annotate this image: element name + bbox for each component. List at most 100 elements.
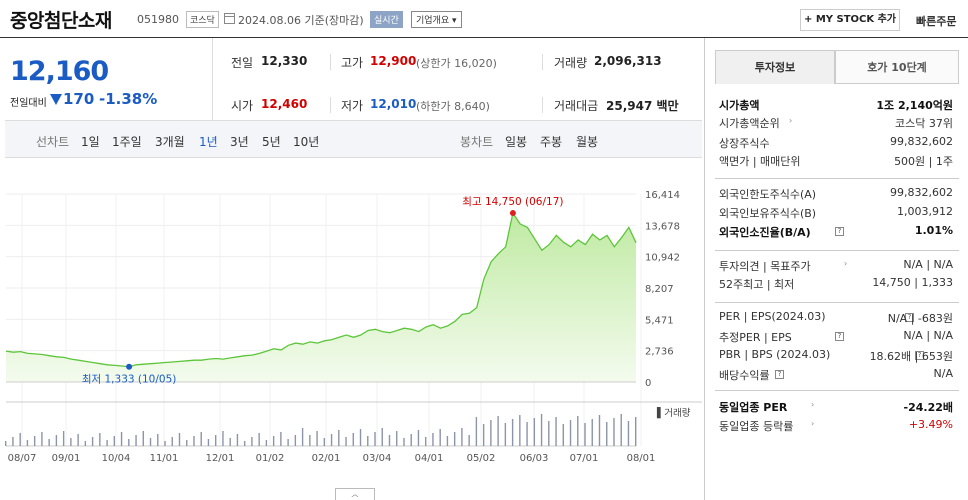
info-label: 배당수익률 [719, 369, 770, 382]
help-icon[interactable]: ? [835, 227, 844, 236]
period-1y[interactable]: 1년 [199, 135, 218, 149]
info-row[interactable]: 동일업종 PER › -24.22배 [719, 398, 953, 416]
period-3m[interactable]: 3개월 [155, 135, 185, 149]
line-chart-label: 선차트 [36, 135, 70, 149]
candle-weekly[interactable]: 주봉 [540, 135, 563, 149]
add-my-stock-button[interactable]: + MY STOCK 추가 [800, 9, 900, 31]
volume-bar [504, 423, 507, 446]
volume-bar [258, 433, 260, 446]
divider [330, 54, 331, 70]
volume-bar [200, 432, 202, 446]
company-info-dropdown[interactable]: 기업개요 ▾ [411, 11, 462, 28]
volume-bar [497, 416, 499, 446]
volume-bar [120, 432, 123, 446]
info-row[interactable]: 동일업종 등락률 › +3.49% [719, 417, 953, 435]
volume-bar [77, 434, 79, 446]
y-tick-label: 8,207 [645, 284, 674, 295]
info-row[interactable]: 배당수익률? N/A [719, 366, 953, 384]
volume-bar [70, 438, 72, 446]
help-icon[interactable]: ? [775, 370, 784, 379]
info-row[interactable]: PER | EPS(2024.03)? N/A | -683원 [719, 309, 953, 327]
current-price: 12,160 [10, 56, 109, 87]
info-label: 외국인소진율(B/A) [719, 226, 811, 239]
date-basis: 기준(장마감) [304, 14, 364, 27]
period-3y[interactable]: 3년 [230, 135, 249, 149]
info-value: 14,750 | 1,333 [872, 276, 953, 289]
volume-bar [229, 438, 231, 446]
chevron-right-icon[interactable]: › [811, 419, 815, 428]
price-area [6, 213, 636, 382]
volume-bar [280, 432, 282, 446]
info-value: 코스닥 37위 [895, 117, 953, 130]
volume-bar [272, 436, 275, 446]
volume-bar [309, 435, 311, 446]
info-row[interactable]: 시가총액순위 › 코스닥 37위 [719, 114, 953, 132]
tab-investment-info[interactable]: 투자정보 [715, 50, 835, 84]
volume-bar [555, 417, 557, 446]
low-label: 저가 [341, 99, 364, 113]
help-icon[interactable]: ? [835, 332, 844, 341]
info-value: +3.49% [908, 418, 953, 431]
low-value: 12,010 [370, 97, 417, 111]
volume-bar [193, 436, 195, 446]
volume-bar [374, 432, 376, 446]
min-label: 최저 1,333 (10/05) [82, 374, 177, 386]
info-label: 외국인한도주식수(A) [719, 188, 817, 201]
divider [715, 302, 959, 303]
tab-orderbook[interactable]: 호가 10단계 [835, 50, 959, 84]
collapse-chevron-icon[interactable]: ︿ [335, 488, 375, 500]
volume-bar [157, 434, 159, 446]
volume-bar [519, 415, 521, 446]
help-icon[interactable]: ? [905, 313, 914, 322]
x-tick-label: 03/04 [363, 453, 392, 464]
y-tick-label: 2,736 [645, 347, 674, 358]
volume-bar [186, 440, 188, 446]
vs-prev-label: 전일대비 [10, 98, 47, 109]
x-tick-label: 07/01 [570, 453, 599, 464]
volume-bar [511, 419, 514, 446]
period-1d[interactable]: 1일 [81, 135, 100, 149]
volume-bar [128, 439, 130, 446]
help-icon[interactable]: ? [915, 351, 924, 360]
candle-monthly[interactable]: 월봉 [576, 135, 599, 149]
volume-bar [453, 432, 456, 446]
info-row[interactable]: 외국인소진율(B/A)? 1.01% [719, 223, 953, 241]
chevron-right-icon[interactable]: › [811, 400, 815, 409]
open-label: 시가 [231, 99, 254, 113]
period-10y[interactable]: 10년 [293, 135, 320, 149]
divider [715, 178, 959, 179]
info-row[interactable]: 추정PER | EPS? N/A | N/A [719, 328, 953, 346]
candle-chart-label: 봉차트 [460, 135, 494, 149]
high-value: 12,900 [370, 54, 417, 68]
x-tick-label: 01/02 [256, 453, 285, 464]
info-value: 1,003,912 [897, 205, 953, 218]
info-label: PER | EPS(2024.03) [719, 310, 826, 323]
volume-bar [164, 441, 166, 446]
volume-bar [55, 435, 58, 446]
chevron-right-icon[interactable]: › [789, 116, 793, 125]
volume-legend: ▌거래량 [656, 407, 691, 419]
volume-bar [598, 415, 601, 446]
volume-bar [149, 438, 152, 446]
volume-bar [562, 424, 564, 446]
chevron-right-icon[interactable]: › [844, 259, 848, 268]
realtime-button[interactable]: 실시간 [370, 11, 403, 28]
period-5y[interactable]: 5년 [262, 135, 281, 149]
y-tick-label: 13,678 [645, 221, 680, 232]
info-row[interactable]: PBR | BPS (2024.03)? 18.62배 | 653원 [719, 347, 953, 365]
volume-bar [171, 437, 173, 446]
quick-order-button[interactable]: 빠른주문 [916, 15, 957, 28]
info-label: 추정PER | EPS [719, 331, 792, 344]
info-value: 99,832,602 [890, 186, 953, 199]
volume-bar [627, 421, 630, 446]
price-change-pct: -1.38% [99, 90, 158, 108]
period-1w[interactable]: 1주일 [112, 135, 142, 149]
volume-bar [345, 437, 347, 446]
info-value: -24.22배 [903, 401, 953, 414]
info-value: 1.01% [914, 224, 953, 237]
info-row[interactable]: 투자의견 | 목표주가 › N/A | N/A [719, 257, 953, 275]
volume-bar [468, 435, 470, 446]
candle-daily[interactable]: 일봉 [505, 135, 528, 149]
volume-bar [301, 428, 304, 446]
volume-bar [142, 431, 144, 446]
